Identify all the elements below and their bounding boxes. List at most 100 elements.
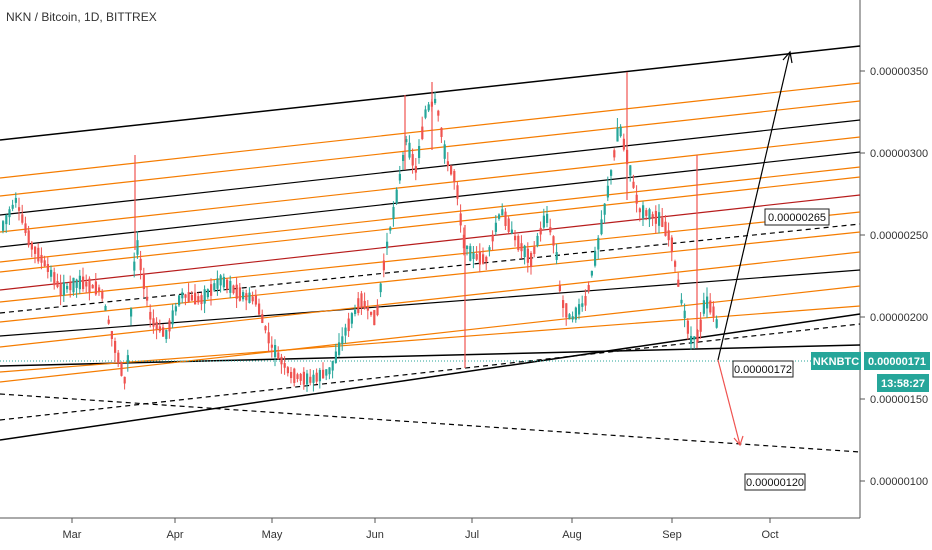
channel-line — [0, 82, 861, 179]
candle-body — [325, 369, 328, 376]
candle-body — [248, 292, 251, 303]
candle-body — [139, 258, 142, 271]
candle-body — [562, 300, 565, 308]
candle-body — [402, 155, 405, 161]
candle-body — [117, 352, 120, 364]
candle-body — [46, 264, 49, 272]
candle-body — [30, 242, 33, 250]
target-up-arrow — [717, 51, 791, 361]
candle-body — [18, 207, 21, 211]
candle-body — [446, 161, 449, 166]
candle-body — [306, 373, 309, 385]
candle-body — [312, 374, 315, 383]
candle-body — [242, 292, 245, 300]
candle-body — [37, 247, 40, 262]
candle-body — [702, 300, 705, 314]
target-up-arrowhead — [782, 50, 793, 64]
candle-body — [146, 296, 149, 301]
candle-body — [107, 319, 110, 324]
candle-body — [482, 254, 485, 264]
candle-body — [670, 237, 673, 253]
candle-body — [638, 208, 641, 213]
candle-body — [235, 284, 238, 299]
candle-body — [338, 342, 341, 355]
candle-body — [568, 314, 571, 320]
candle-body — [226, 279, 229, 290]
candle-body — [558, 284, 561, 292]
candle-body — [72, 277, 75, 293]
candle-body — [101, 291, 104, 299]
candle-body — [136, 240, 139, 255]
candle-body — [680, 299, 683, 304]
candle-body — [258, 303, 261, 315]
candle-body — [510, 229, 513, 234]
candle-body — [613, 150, 616, 158]
candle-body — [75, 279, 78, 288]
channel-line — [0, 100, 861, 197]
annotation-120[interactable]: 0.00000120 — [744, 473, 806, 491]
last-price-tag: 0.00000171 — [864, 352, 930, 370]
candle-body — [238, 287, 241, 301]
candle-body — [8, 209, 11, 218]
candle-body — [478, 251, 481, 265]
candle-body — [27, 230, 30, 246]
candle-body — [658, 212, 661, 226]
target-down-arrowhead — [733, 435, 744, 447]
candle-body — [379, 283, 382, 293]
candle-body — [504, 211, 507, 226]
candle-body — [210, 284, 213, 296]
candle-body — [24, 223, 27, 234]
candle-body — [424, 109, 427, 118]
candle-body — [331, 360, 334, 371]
candle-body — [130, 308, 133, 317]
annotation-265[interactable]: 0.00000265 — [764, 208, 830, 226]
y-tick-label: 0.00000100 — [870, 476, 928, 488]
candle-body — [229, 280, 232, 293]
channel-line — [0, 285, 861, 383]
candle-body — [648, 209, 651, 220]
candle-body — [456, 185, 459, 199]
candle-body — [222, 276, 225, 288]
candle-body — [398, 173, 401, 181]
candle-body — [181, 292, 184, 299]
candle-body — [206, 289, 209, 298]
candle-body — [184, 294, 187, 298]
candle-body — [286, 367, 289, 374]
candle-body — [158, 326, 161, 332]
candle-body — [126, 355, 129, 363]
candle-body — [296, 374, 299, 379]
candle-body — [50, 269, 53, 277]
x-tick-label: Mar — [63, 529, 82, 541]
candle-body — [546, 213, 549, 224]
candle-body — [443, 144, 446, 159]
candle-body — [245, 293, 248, 301]
channel-line — [0, 151, 861, 248]
candle-body — [450, 165, 453, 175]
chart-title: NKN / Bitcoin, 1D, BITTREX — [6, 10, 157, 24]
candle-body — [165, 329, 168, 340]
channel-line — [0, 251, 861, 348]
candle-body — [485, 256, 488, 262]
candle-body — [536, 235, 539, 246]
candle-body — [491, 234, 494, 242]
candle-body — [274, 344, 277, 358]
candle-body — [466, 245, 469, 250]
candle-body — [642, 205, 645, 219]
last-price-label: 0.00000171 — [868, 356, 926, 368]
candle-body — [328, 367, 331, 375]
candle-body — [571, 316, 574, 320]
candle-body — [302, 371, 305, 385]
candle-body — [475, 254, 478, 260]
candle-body — [453, 170, 456, 182]
candle-body — [574, 307, 577, 320]
channel-line — [0, 223, 861, 314]
candle-body — [594, 251, 597, 266]
candle-body — [104, 306, 107, 311]
candle-body — [85, 281, 88, 287]
candle-body — [123, 376, 126, 384]
candle-body — [213, 283, 216, 291]
candle-body — [488, 247, 491, 251]
candle-body — [645, 210, 648, 216]
annotation-172[interactable]: 0.00000172 — [732, 360, 794, 378]
